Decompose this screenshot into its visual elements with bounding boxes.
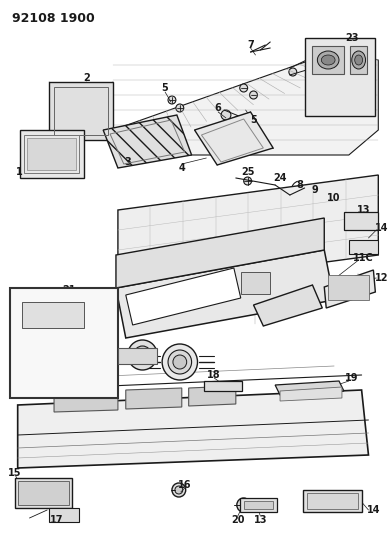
Polygon shape: [116, 250, 334, 338]
Bar: [18, 481, 69, 505]
Text: 2: 2: [83, 73, 90, 83]
Polygon shape: [280, 387, 342, 401]
Bar: [26, 138, 76, 170]
Polygon shape: [275, 381, 344, 395]
Polygon shape: [113, 50, 378, 155]
Ellipse shape: [237, 498, 251, 512]
Text: 6: 6: [215, 103, 222, 113]
Text: 21: 21: [62, 285, 76, 295]
Text: 20: 20: [231, 515, 244, 525]
Ellipse shape: [289, 68, 297, 76]
Ellipse shape: [168, 96, 176, 104]
Text: 5: 5: [250, 115, 257, 125]
Bar: [15, 478, 72, 508]
Ellipse shape: [207, 382, 215, 390]
Ellipse shape: [168, 350, 192, 374]
Polygon shape: [194, 112, 273, 165]
Polygon shape: [126, 268, 241, 325]
Ellipse shape: [221, 110, 231, 120]
Text: 14: 14: [374, 223, 388, 233]
Ellipse shape: [352, 51, 365, 69]
Polygon shape: [20, 130, 83, 178]
Ellipse shape: [244, 177, 251, 185]
Polygon shape: [103, 115, 192, 168]
Bar: [305, 38, 375, 116]
Text: 11D: 11D: [299, 243, 320, 253]
Bar: [312, 46, 344, 74]
Bar: [328, 275, 369, 300]
Bar: [49, 508, 79, 522]
Ellipse shape: [321, 55, 335, 65]
Ellipse shape: [175, 486, 183, 494]
Bar: [118, 348, 157, 364]
Bar: [24, 135, 79, 173]
Text: 92108 1900: 92108 1900: [12, 12, 95, 25]
Ellipse shape: [312, 196, 320, 204]
Polygon shape: [116, 218, 324, 288]
Ellipse shape: [240, 84, 248, 92]
Bar: [10, 288, 118, 398]
Ellipse shape: [241, 502, 247, 508]
Polygon shape: [22, 302, 83, 328]
Polygon shape: [189, 386, 236, 406]
Ellipse shape: [317, 51, 339, 69]
Text: 24: 24: [273, 173, 287, 183]
Text: 17: 17: [50, 515, 64, 525]
Polygon shape: [324, 270, 375, 308]
Bar: [244, 501, 273, 509]
Ellipse shape: [128, 340, 157, 370]
Polygon shape: [18, 390, 369, 468]
Polygon shape: [118, 175, 378, 290]
Ellipse shape: [355, 55, 362, 65]
Bar: [240, 498, 277, 512]
Text: 19: 19: [345, 373, 359, 383]
Ellipse shape: [176, 104, 184, 112]
Bar: [303, 490, 362, 512]
Text: 12: 12: [374, 273, 388, 283]
Bar: [349, 240, 378, 254]
Ellipse shape: [56, 367, 72, 383]
Text: 22: 22: [15, 288, 28, 298]
Text: 23: 23: [345, 33, 359, 43]
Text: 11E: 11E: [169, 370, 189, 380]
Text: 11A: 11A: [279, 233, 300, 243]
Text: 11C: 11C: [353, 253, 374, 263]
Text: 13: 13: [357, 205, 370, 215]
Polygon shape: [253, 285, 322, 326]
Ellipse shape: [133, 346, 151, 364]
Text: 4: 4: [178, 163, 185, 173]
Bar: [350, 46, 367, 74]
Ellipse shape: [234, 116, 242, 124]
Polygon shape: [49, 82, 113, 140]
Text: 11B: 11B: [127, 353, 148, 363]
Bar: [204, 381, 242, 391]
Bar: [307, 493, 358, 509]
Text: 8: 8: [296, 180, 303, 190]
Text: 5: 5: [162, 83, 168, 93]
Text: 9: 9: [311, 185, 318, 195]
Text: 18: 18: [208, 370, 221, 380]
Text: 1: 1: [16, 167, 23, 177]
Polygon shape: [54, 390, 118, 412]
Ellipse shape: [305, 190, 314, 200]
Bar: [54, 87, 108, 135]
Text: 10: 10: [327, 193, 341, 203]
Text: 15: 15: [8, 468, 21, 478]
Text: 11: 11: [244, 240, 257, 250]
Ellipse shape: [60, 371, 68, 379]
Ellipse shape: [162, 344, 197, 380]
Text: 16: 16: [178, 480, 192, 490]
Text: 3: 3: [125, 157, 131, 167]
Text: 13: 13: [254, 515, 267, 525]
Text: 7: 7: [247, 40, 254, 50]
Text: 14: 14: [367, 505, 380, 515]
Bar: [344, 212, 378, 230]
Text: 25: 25: [241, 167, 255, 177]
Ellipse shape: [249, 91, 258, 99]
Ellipse shape: [173, 355, 187, 369]
Polygon shape: [126, 388, 182, 409]
Bar: [241, 272, 270, 294]
Ellipse shape: [172, 483, 186, 497]
